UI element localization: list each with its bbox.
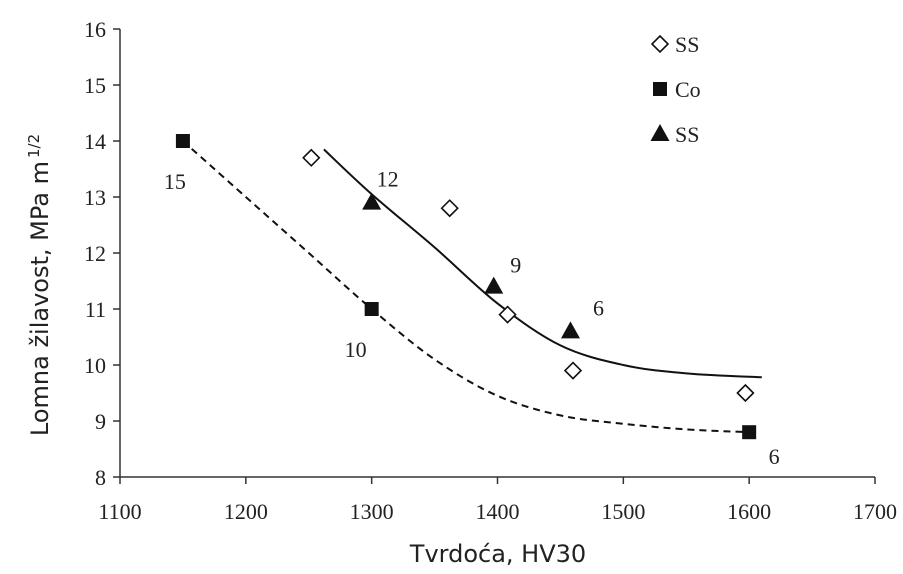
legend: SS Co SS [650, 32, 701, 147]
legend-label-diamond-open: SS [675, 32, 699, 57]
legend-marker-square-filled [653, 82, 667, 96]
y-tick-label-16: 16 [84, 17, 106, 42]
axes: 1100 1200 1300 1400 1500 1600 1700 8 9 10 11 12 13 14… [84, 17, 897, 524]
point-triangle-filled-0 [362, 192, 382, 210]
point-diamond-open-3 [563, 361, 583, 380]
point-label-triangle-filled-2: 6 [593, 295, 604, 320]
y-axis-title-superscript: 1/2 [25, 134, 43, 158]
legend-marker-triangle-filled [650, 124, 670, 141]
point-label-square-filled-1: 10 [345, 337, 367, 362]
legend-label-square-filled: Co [675, 77, 701, 102]
point-triangle-filled-1 [484, 276, 504, 294]
x-tick-label-1300: 1300 [350, 499, 394, 524]
fit-curves [182, 140, 762, 434]
point-square-filled-2 [742, 425, 757, 440]
point-triangle-filled-2 [560, 321, 580, 339]
point-label-square-filled-0: 15 [164, 169, 186, 194]
x-axis-title: Tvrdoća, HV30 [409, 540, 586, 568]
x-tick-label-1400: 1400 [476, 499, 520, 524]
point-labels: 15 10 6 12 9 6 [164, 167, 780, 470]
point-diamond-open-4 [736, 383, 755, 403]
y-tick-label-13: 13 [84, 185, 106, 210]
point-diamond-open-2 [498, 305, 517, 324]
x-tick-label-1200: 1200 [224, 499, 268, 524]
point-label-triangle-filled-1: 9 [510, 253, 521, 278]
point-square-filled-1 [364, 302, 379, 316]
y-axis-title-text: Lomna žilavost, MPa m [26, 161, 54, 436]
y-tick-label-11: 11 [85, 297, 106, 322]
y-axis-title: Lomna žilavost, MPa m 1/2 [25, 134, 54, 436]
dashed-fit-curve [182, 140, 750, 434]
x-tick-label-1600: 1600 [727, 499, 771, 524]
point-label-square-filled-2: 6 [769, 444, 780, 469]
x-tick-label-1100: 1100 [98, 499, 141, 524]
x-tick-label-1500: 1500 [601, 499, 645, 524]
y-tick-label-10: 10 [84, 353, 106, 378]
data-marks [175, 134, 757, 440]
legend-marker-diamond-open [650, 34, 670, 54]
y-tick-label-9: 9 [95, 409, 106, 434]
point-square-filled-0 [175, 134, 190, 148]
point-diamond-open-0 [302, 148, 321, 167]
x-tick-label-1700: 1700 [853, 499, 897, 524]
point-label-triangle-filled-0: 12 [377, 167, 399, 192]
y-tick-label-15: 15 [84, 73, 106, 98]
y-tick-label-8: 8 [95, 465, 106, 490]
solid-fit-curve [323, 148, 762, 379]
legend-label-triangle-filled: SS [675, 122, 699, 147]
point-diamond-open-1 [440, 199, 459, 218]
y-tick-label-12: 12 [84, 241, 106, 266]
y-tick-label-14: 14 [84, 129, 106, 154]
